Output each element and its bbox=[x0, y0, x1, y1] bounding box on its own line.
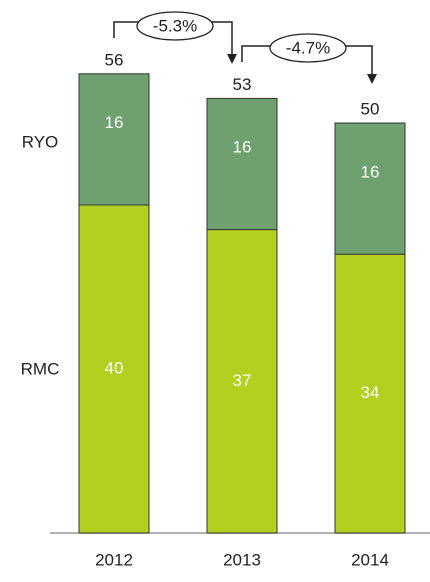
total-label: 50 bbox=[361, 99, 380, 118]
legend-label: RMC bbox=[21, 359, 60, 378]
annotation: -5.3% bbox=[153, 16, 197, 35]
value-label: 16 bbox=[233, 138, 252, 157]
annotation-oval bbox=[269, 33, 347, 63]
annotation-oval bbox=[136, 11, 214, 41]
annotation: -4.7% bbox=[286, 38, 330, 57]
arrow-head bbox=[227, 54, 237, 64]
x-tick-label: 2014 bbox=[351, 550, 389, 569]
x-tick-label: 2013 bbox=[223, 550, 261, 569]
x-tick-label: 2012 bbox=[95, 550, 133, 569]
arrow-head bbox=[367, 74, 377, 84]
value-label: 16 bbox=[361, 162, 380, 181]
bar-segment bbox=[334, 253, 406, 534]
bar-segment bbox=[206, 229, 278, 534]
total-label: 56 bbox=[105, 50, 124, 69]
value-label: 16 bbox=[105, 113, 124, 132]
bar-segment bbox=[206, 97, 278, 231]
bar-segment bbox=[78, 73, 150, 206]
legend-label: RYO bbox=[22, 132, 59, 151]
value-label: 34 bbox=[361, 383, 380, 402]
total-label: 53 bbox=[233, 75, 252, 94]
bar-segment bbox=[334, 122, 406, 255]
value-label: 37 bbox=[233, 371, 252, 390]
value-label: 40 bbox=[105, 358, 124, 377]
bar-segment bbox=[78, 204, 150, 534]
